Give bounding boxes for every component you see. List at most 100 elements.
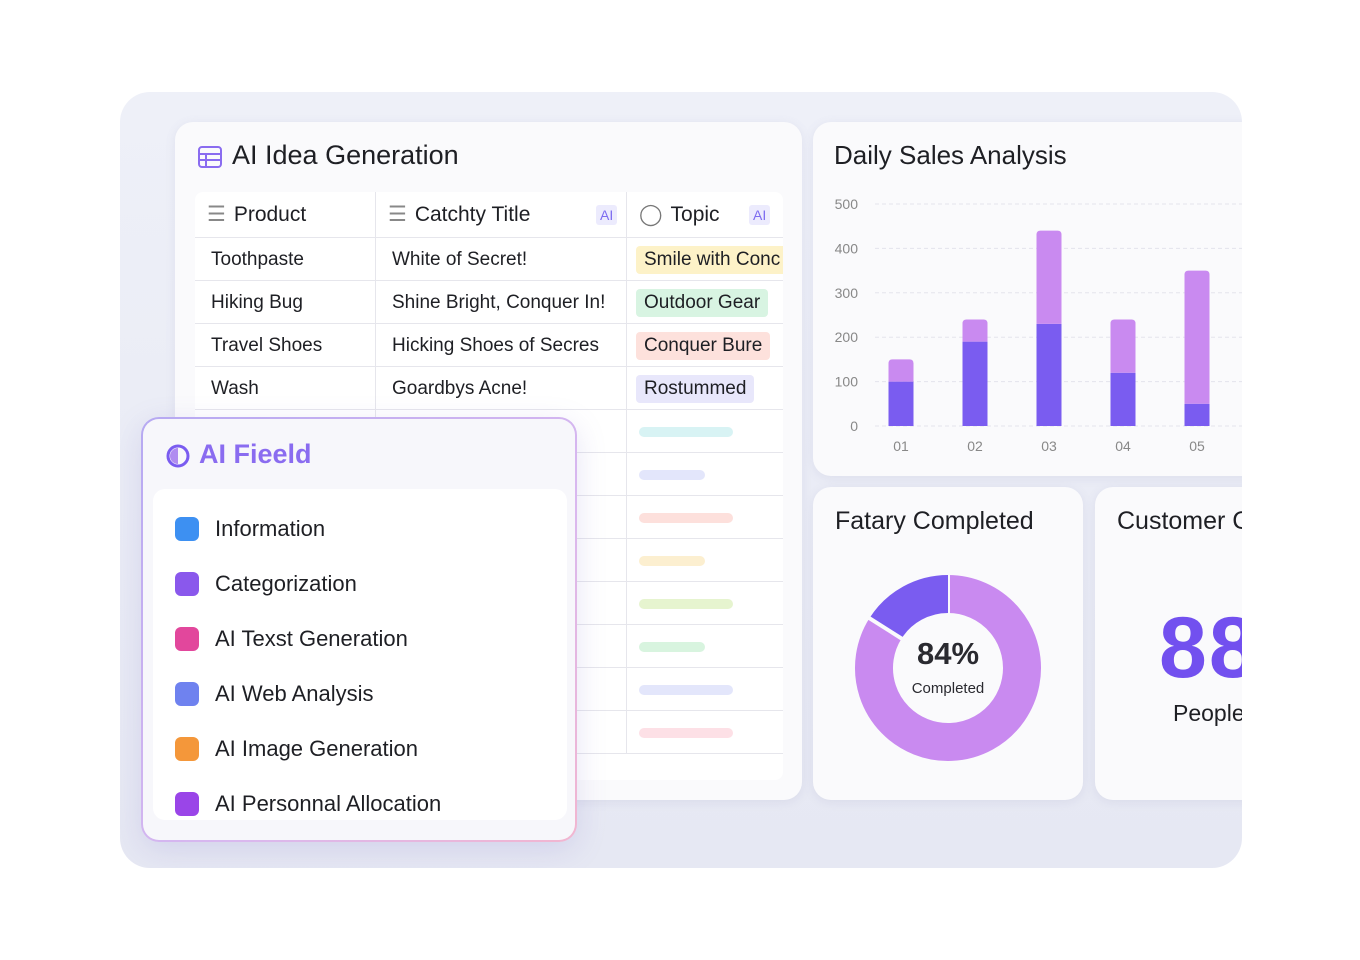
field-item[interactable]: Categorization: [153, 556, 567, 611]
idea-title: AI Idea Generation: [232, 140, 459, 170]
ai-field-panel: AI Fieeld Information Categorization AI …: [141, 417, 577, 842]
bar-segment: [1036, 230, 1062, 324]
customer-unit: People: [1173, 700, 1242, 726]
header-cell: ◯ Topic AI: [627, 192, 783, 238]
x-tick-label: 03: [1041, 438, 1057, 454]
field-label: Categorization: [215, 570, 357, 596]
placeholder: [639, 470, 705, 480]
donut-value-label: 84%: [917, 636, 979, 671]
bar-segment: [1036, 323, 1062, 426]
table-cell: Smile with Conc: [627, 238, 783, 281]
table-cell: Travel Shoes: [195, 324, 376, 367]
table-cell: Wash: [195, 367, 376, 410]
placeholder: [639, 556, 705, 566]
y-tick-label: 200: [835, 329, 859, 345]
bar-segment: [1110, 372, 1136, 426]
field-item[interactable]: AI Personnal Allocation: [153, 776, 567, 831]
table-cell: Toothpaste: [195, 238, 376, 281]
field-label: AI Texst Generation: [215, 625, 408, 651]
ai-badge: AI: [596, 205, 618, 225]
header-cell: ☰ Product: [195, 192, 376, 238]
cell-text: Shine Bright, Conquer In!: [392, 292, 606, 313]
header-cell: ☰ Catchty Title AI: [376, 192, 627, 238]
cell-text: Toothpaste: [211, 249, 304, 270]
donut-segment: [855, 575, 1041, 761]
header-label: Product: [233, 203, 307, 226]
donut-segment: [869, 575, 949, 640]
placeholder: [639, 599, 733, 609]
placeholder: [639, 513, 733, 523]
table-cell: Conquer Bure: [627, 324, 783, 367]
table-cell: Rostummed: [627, 367, 783, 410]
empty-cell: [627, 410, 783, 453]
y-tick-label: 400: [835, 240, 859, 256]
y-tick-label: 500: [835, 196, 859, 212]
table-cell: Shine Bright, Conquer In!: [376, 281, 627, 324]
field-item[interactable]: AI Web Analysis: [153, 666, 567, 721]
empty-cell: [627, 496, 783, 539]
field-icon: [166, 444, 190, 468]
field-item[interactable]: Information: [153, 501, 567, 556]
field-item[interactable]: AI Texst Generation: [153, 611, 567, 666]
header-label: Topic: [670, 203, 720, 226]
table-cell: Hicking Shoes of Secres: [376, 324, 627, 367]
empty-cell: [627, 668, 783, 711]
empty-cell: [627, 453, 783, 496]
segment-gap: [867, 615, 904, 641]
field-title: AI Fieeld: [199, 439, 312, 469]
table-cell: Hiking Bug: [195, 281, 376, 324]
field-label: AI Image Generation: [215, 735, 419, 761]
cell-text: White of Secret!: [392, 249, 528, 270]
table-cell: Outdoor Gear: [627, 281, 783, 324]
placeholder: [639, 728, 733, 738]
table-cell: White of Secret!: [376, 238, 627, 281]
completion-card: Fatary Completed 84% Completed: [813, 487, 1083, 800]
table-icon: [198, 146, 222, 168]
bar-segment: [962, 319, 988, 342]
cell-text: Travel Shoes: [211, 335, 323, 356]
field-item[interactable]: AI Image Generation: [153, 721, 567, 776]
bar-segment: [1184, 270, 1210, 404]
y-tick-label: 0: [850, 418, 858, 434]
table-cell: Goardbys Acne!: [376, 367, 627, 410]
bar-segment: [1184, 403, 1210, 426]
cell-text: Hicking Shoes of Secres: [392, 335, 599, 356]
empty-cell: [627, 539, 783, 582]
empty-cell: [627, 582, 783, 625]
bar-chart: 0 100 200 300 400 500 01 02 03 04 05: [835, 196, 1242, 454]
x-tick-label: 02: [967, 438, 983, 454]
topic-tag: Outdoor Gear: [636, 289, 769, 317]
bar-segment: [962, 341, 988, 426]
bar-segment: [888, 359, 914, 382]
completion-title: Fatary Completed: [835, 507, 1034, 535]
y-tick-label: 300: [835, 285, 859, 301]
donut-center-text: Completed: [912, 680, 985, 697]
sales-card: Daily Sales Analysis 0 100 200 300 400 500 01 0…: [813, 122, 1242, 476]
field-list: Information Categorization AI Texst Gene…: [153, 489, 567, 820]
ai-badge: AI: [749, 205, 771, 225]
empty-cell: [627, 625, 783, 668]
field-label: AI Web Analysis: [215, 680, 374, 706]
placeholder: [639, 642, 705, 652]
x-tick-label: 04: [1115, 438, 1131, 454]
customer-card: Customer C 88 People: [1095, 487, 1242, 800]
bar-segment: [1110, 319, 1136, 373]
donut-chart: 84% Completed: [855, 574, 1041, 761]
header-label: Catchty Title: [414, 203, 531, 226]
y-tick-label: 100: [835, 374, 859, 390]
customer-title: Customer C: [1117, 507, 1242, 535]
topic-tag: Rostummed: [636, 375, 755, 403]
cell-text: Hiking Bug: [211, 292, 303, 313]
field-label: Information: [215, 515, 326, 541]
placeholder: [639, 427, 733, 437]
x-tick-label: 01: [893, 438, 909, 454]
field-label: AI Personnal Allocation: [215, 790, 442, 816]
sales-title: Daily Sales Analysis: [834, 140, 1067, 170]
cell-text: Goardbys Acne!: [392, 378, 528, 399]
x-tick-label: 05: [1189, 438, 1205, 454]
placeholder: [639, 685, 733, 695]
dashboard: AI Idea Generation ☰ Product ☰ Catchty Tit…: [120, 92, 1242, 868]
customer-value: 88: [1159, 600, 1242, 696]
empty-cell: [627, 711, 783, 754]
